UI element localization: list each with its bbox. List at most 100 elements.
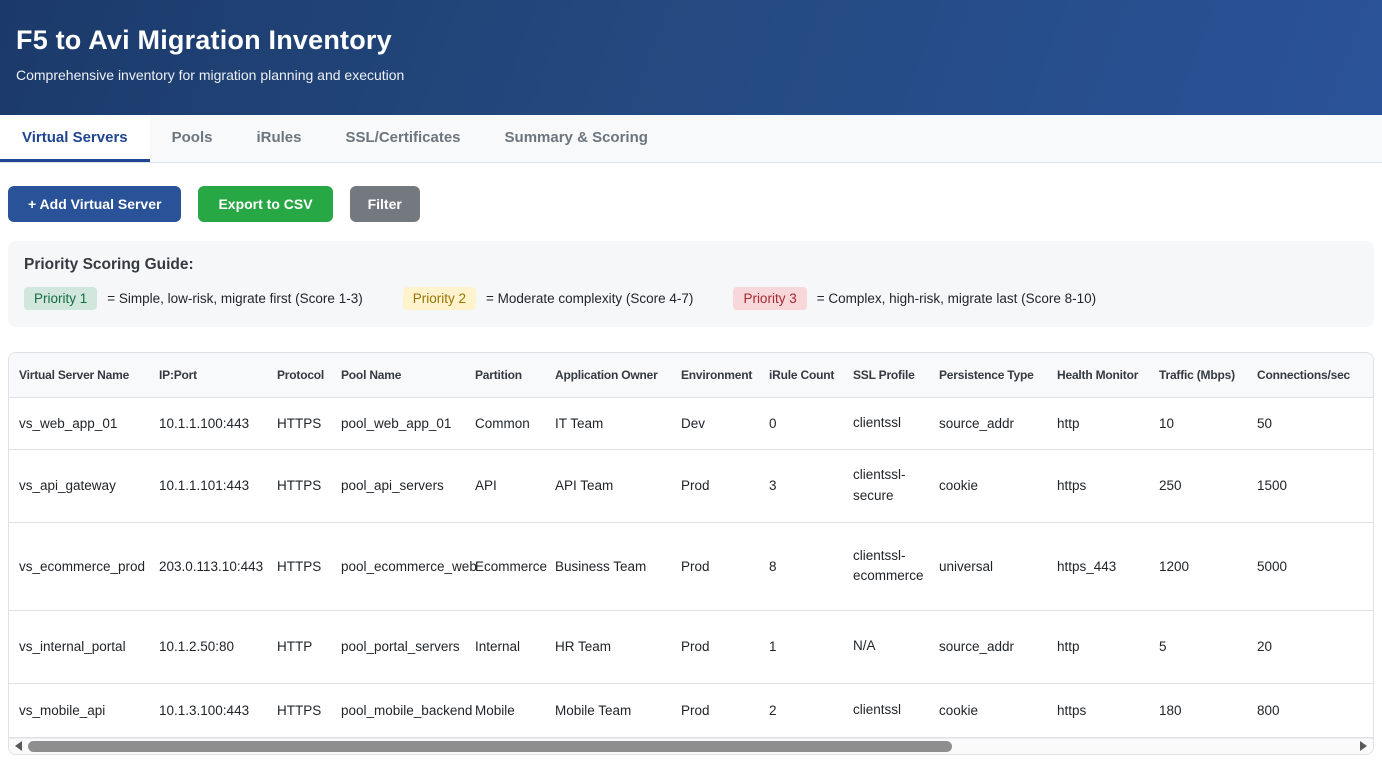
virtual-servers-table-card: Virtual Server Name IP:Port Protocol Pool N… xyxy=(8,352,1374,755)
table-cell: 50 xyxy=(1247,397,1373,450)
tab-virtual-servers[interactable]: Virtual Servers xyxy=(0,115,150,162)
add-virtual-server-button[interactable]: + Add Virtual Server xyxy=(8,186,182,222)
table-cell: 8 xyxy=(759,522,843,611)
table-cell: vs_api_gateway xyxy=(9,449,149,523)
table-cell: 800 xyxy=(1247,683,1373,738)
table-cell: vs_mobile_api xyxy=(9,683,149,738)
table-cell: 2 xyxy=(759,683,843,738)
table-cell: clientssl xyxy=(843,683,929,738)
table-cell: 1500 xyxy=(1247,449,1373,523)
table-cell: universal xyxy=(929,522,1047,611)
priority-badge: Priority 2 xyxy=(402,287,476,310)
table-cell: Dev xyxy=(671,397,759,450)
table-cell: clientssl xyxy=(843,397,929,450)
column-header-environment: Environment xyxy=(671,353,759,398)
priority-description: = Complex, high-risk, migrate last (Scor… xyxy=(816,291,1097,306)
toolbar: + Add Virtual Server Export to CSV Filte… xyxy=(8,186,1374,222)
table-cell: HTTPS xyxy=(267,397,331,450)
table-cell: 10 xyxy=(1149,397,1247,450)
table-cell: https_443 xyxy=(1047,522,1149,611)
table-cell: 203.0.113.10:443 xyxy=(149,522,267,611)
table-cell: source_addr xyxy=(929,397,1047,450)
table-cell: API Team xyxy=(545,449,671,523)
filter-button[interactable]: Filter xyxy=(349,186,420,222)
guide-items: Priority 1 = Simple, low-risk, migrate fi… xyxy=(24,287,1358,310)
horizontal-scrollbar[interactable] xyxy=(9,737,1373,754)
scroll-right-arrow-icon[interactable] xyxy=(1360,741,1367,751)
table-cell: 10.1.1.101:443 xyxy=(149,449,267,523)
table-cell: cookie xyxy=(929,683,1047,738)
table-cell: Ecommerce xyxy=(465,522,547,611)
column-header-pool-name: Pool Name xyxy=(331,353,465,398)
priority-badge: Priority 3 xyxy=(733,287,807,310)
table-cell: Mobile xyxy=(465,683,545,738)
page-title: F5 to Avi Migration Inventory xyxy=(16,25,392,55)
scrollbar-track[interactable] xyxy=(26,740,1356,752)
app-header: F5 to Avi Migration Inventory Comprehens… xyxy=(0,0,1382,115)
table-header-row: Virtual Server Name IP:Port Protocol Pool N… xyxy=(9,353,1373,398)
guide-item: Priority 2 = Moderate complexity (Score 4… xyxy=(402,287,693,310)
table-cell: vs_internal_portal xyxy=(9,610,149,684)
scroll-left-arrow-icon[interactable] xyxy=(15,741,22,751)
table-cell: pool_mobile_backend xyxy=(331,683,472,738)
table-cell: 0 xyxy=(759,397,843,450)
tab-summary-scoring[interactable]: Summary & Scoring xyxy=(504,128,648,146)
table-cell: source_addr xyxy=(929,610,1047,684)
table-cell: 1 xyxy=(759,610,843,684)
column-header-irule-count: iRule Count xyxy=(759,353,843,398)
table-row[interactable]: vs_internal_portal 10.1.2.50:80 HTTP pool_p… xyxy=(9,610,1373,684)
column-header-persistence-type: Persistence Type xyxy=(929,353,1047,398)
table-row[interactable]: vs_mobile_api 10.1.3.100:443 HTTPS pool_mob… xyxy=(9,683,1373,738)
table-row[interactable]: vs_ecommerce_prod 203.0.113.10:443 HTTPS po… xyxy=(9,522,1373,611)
table-cell: pool_web_app_01 xyxy=(331,397,465,450)
column-header-ssl-profile: SSL Profile xyxy=(843,353,929,398)
table-cell: HTTPS xyxy=(267,683,331,738)
table-cell: 20 xyxy=(1247,610,1373,684)
guide-heading: Priority Scoring Guide: xyxy=(24,256,194,273)
table-cell: pool_portal_servers xyxy=(331,610,465,684)
priority-description: = Simple, low-risk, migrate first (Score… xyxy=(107,291,363,306)
table-cell: API xyxy=(465,449,545,523)
column-header-partition: Partition xyxy=(465,353,545,398)
tab-pools[interactable]: Pools xyxy=(171,128,213,146)
tab-irules[interactable]: iRules xyxy=(256,128,302,146)
table-row[interactable]: vs_web_app_01 10.1.1.100:443 HTTPS pool_web… xyxy=(9,397,1373,450)
guide-item: Priority 3 = Complex, high-risk, migrate … xyxy=(733,287,1096,310)
table-cell: HTTPS xyxy=(267,522,331,611)
table-cell: 5 xyxy=(1149,610,1247,684)
virtual-servers-table: Virtual Server Name IP:Port Protocol Pool N… xyxy=(9,353,1373,738)
column-header-application-owner: Application Owner xyxy=(545,353,671,398)
table-cell: HTTP xyxy=(267,610,331,684)
table-cell: 1200 xyxy=(1149,522,1247,611)
table-cell: Prod xyxy=(671,610,759,684)
table-cell: https xyxy=(1047,449,1149,523)
column-header-virtual-server-name: Virtual Server Name xyxy=(9,353,149,398)
table-cell: clientssl-ecommerce xyxy=(843,522,929,611)
table-cell: http xyxy=(1047,397,1149,450)
table-cell: IT Team xyxy=(545,397,671,450)
table-cell: Common xyxy=(465,397,545,450)
table-cell: N/A xyxy=(843,610,929,684)
priority-scoring-guide: Priority Scoring Guide: Priority 1 = Simp… xyxy=(8,241,1374,327)
priority-badge: Priority 1 xyxy=(24,287,98,310)
page-subtitle: Comprehensive inventory for migration pl… xyxy=(16,67,405,83)
table-cell: vs_ecommerce_prod xyxy=(9,522,149,611)
table-row[interactable]: vs_api_gateway 10.1.1.101:443 HTTPS pool_ap… xyxy=(9,449,1373,523)
guide-item: Priority 1 = Simple, low-risk, migrate fi… xyxy=(24,287,363,310)
column-header-ip-port: IP:Port xyxy=(149,353,267,398)
column-header-traffic-mbps: Traffic (Mbps) xyxy=(1149,353,1247,398)
table-cell: pool_api_servers xyxy=(331,449,465,523)
table-cell: 10.1.1.100:443 xyxy=(149,397,267,450)
table-cell: 180 xyxy=(1149,683,1247,738)
table-cell: HR Team xyxy=(545,610,671,684)
table-cell: Prod xyxy=(671,449,759,523)
export-csv-button[interactable]: Export to CSV xyxy=(198,186,333,222)
scrollbar-thumb[interactable] xyxy=(28,740,953,752)
table-cell: pool_ecommerce_web xyxy=(331,522,477,611)
column-header-connections-sec: Connections/sec xyxy=(1247,353,1373,398)
table-cell: 10.1.3.100:443 xyxy=(149,683,267,738)
table-cell: Prod xyxy=(671,522,759,611)
table-cell: 250 xyxy=(1149,449,1247,523)
table-cell: Mobile Team xyxy=(545,683,671,738)
tab-ssl-certificates[interactable]: SSL/Certificates xyxy=(345,128,461,146)
